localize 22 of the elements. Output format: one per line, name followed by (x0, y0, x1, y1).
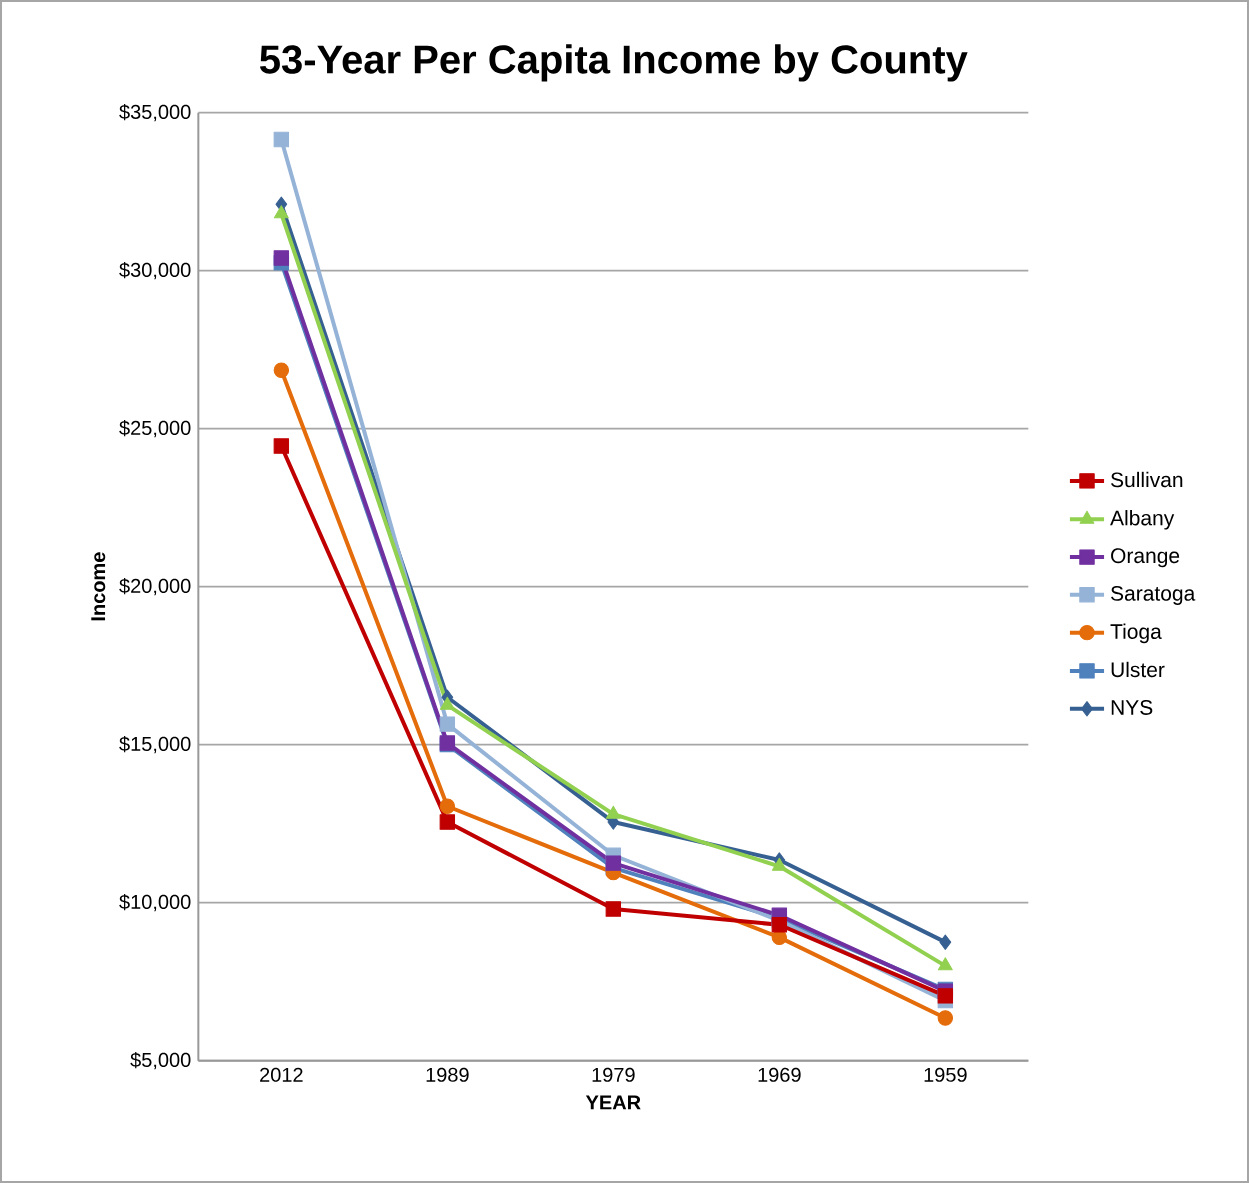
x-tick-label: 2012 (260, 1067, 303, 1082)
legend-label: Sullivan (1111, 471, 1183, 488)
x-tick-label: 1959 (924, 1067, 967, 1082)
chart-title: 53-Year Per Capita Income by County (260, 44, 968, 82)
legend-label: Saratoga (1111, 585, 1196, 605)
y-tick-label: $15,000 (119, 735, 191, 754)
x-tick-label: 1969 (758, 1067, 801, 1082)
y-axis-title: Income (91, 552, 106, 621)
x-tick-label: 1989 (426, 1067, 469, 1082)
y-tick-label: $30,000 (119, 261, 191, 280)
legend-label: Orange (1111, 548, 1180, 568)
x-tick-label: 1979 (592, 1067, 635, 1082)
legend-label: Tioga (1110, 623, 1162, 644)
y-tick-label: $25,000 (119, 419, 191, 438)
y-tick-label: $35,000 (119, 103, 191, 122)
legend-label: Albany (1110, 510, 1175, 530)
y-tick-label: $10,000 (119, 893, 191, 912)
legend-label: NYS (1111, 700, 1153, 715)
legend-label: Ulster (1111, 661, 1165, 678)
y-tick-label: $5,000 (130, 1051, 191, 1070)
y-tick-label: $20,000 (119, 577, 191, 596)
x-axis-title: YEAR (585, 1095, 641, 1110)
